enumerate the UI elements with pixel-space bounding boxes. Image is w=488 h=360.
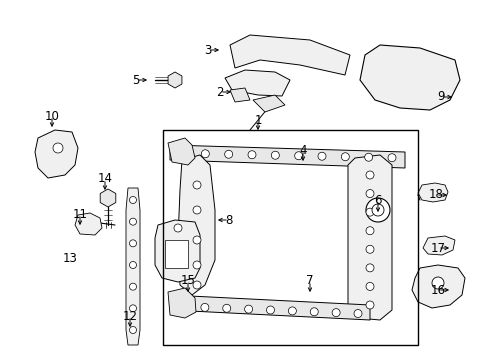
Circle shape — [224, 150, 232, 158]
Text: 2: 2 — [216, 85, 224, 99]
Text: 1: 1 — [254, 113, 261, 126]
Polygon shape — [422, 236, 454, 255]
Circle shape — [201, 303, 208, 311]
Circle shape — [193, 236, 201, 244]
Text: 14: 14 — [97, 172, 112, 185]
Circle shape — [53, 143, 63, 153]
Circle shape — [244, 305, 252, 313]
Circle shape — [193, 206, 201, 214]
Text: 18: 18 — [427, 189, 443, 202]
Polygon shape — [100, 189, 116, 207]
Polygon shape — [164, 240, 187, 268]
Circle shape — [178, 149, 185, 157]
Circle shape — [365, 227, 373, 235]
Polygon shape — [170, 145, 404, 168]
Text: 9: 9 — [436, 90, 444, 104]
Polygon shape — [178, 155, 215, 295]
Circle shape — [365, 245, 373, 253]
Text: 11: 11 — [72, 207, 87, 220]
Polygon shape — [347, 155, 391, 320]
Circle shape — [247, 151, 256, 159]
Polygon shape — [126, 188, 140, 345]
Circle shape — [341, 153, 348, 161]
Circle shape — [129, 197, 136, 203]
Circle shape — [129, 305, 136, 312]
Circle shape — [288, 307, 296, 315]
Polygon shape — [229, 35, 349, 75]
Polygon shape — [417, 183, 447, 202]
Circle shape — [365, 301, 373, 309]
Circle shape — [365, 264, 373, 272]
Circle shape — [365, 190, 373, 198]
Polygon shape — [359, 45, 459, 110]
Circle shape — [223, 304, 230, 312]
Circle shape — [129, 283, 136, 290]
Polygon shape — [168, 138, 195, 165]
Circle shape — [365, 208, 373, 216]
Text: 8: 8 — [225, 213, 232, 226]
Circle shape — [431, 277, 443, 289]
Circle shape — [129, 261, 136, 269]
Text: 12: 12 — [122, 310, 137, 323]
Circle shape — [129, 240, 136, 247]
Circle shape — [294, 152, 302, 160]
Polygon shape — [252, 95, 285, 112]
Circle shape — [129, 327, 136, 333]
Polygon shape — [229, 88, 249, 102]
Circle shape — [317, 152, 325, 160]
Circle shape — [365, 283, 373, 291]
Circle shape — [309, 308, 318, 316]
Polygon shape — [35, 130, 78, 178]
Circle shape — [193, 181, 201, 189]
Polygon shape — [224, 70, 289, 96]
Polygon shape — [411, 265, 464, 308]
Circle shape — [174, 224, 182, 232]
Circle shape — [193, 281, 201, 289]
Circle shape — [179, 302, 186, 311]
Circle shape — [364, 153, 372, 161]
Text: 4: 4 — [299, 144, 306, 157]
Circle shape — [201, 150, 209, 158]
Text: 3: 3 — [204, 44, 211, 57]
Circle shape — [365, 198, 389, 222]
Circle shape — [266, 306, 274, 314]
Polygon shape — [168, 72, 182, 88]
Circle shape — [271, 151, 279, 159]
Text: 6: 6 — [373, 194, 381, 207]
Circle shape — [387, 154, 395, 162]
Text: 16: 16 — [429, 284, 445, 297]
Text: 10: 10 — [44, 109, 60, 122]
Polygon shape — [75, 213, 102, 235]
Circle shape — [371, 204, 383, 216]
Circle shape — [129, 218, 136, 225]
Text: 15: 15 — [180, 274, 195, 288]
Circle shape — [331, 309, 340, 317]
Text: 7: 7 — [305, 274, 313, 288]
Text: 5: 5 — [132, 73, 140, 86]
Polygon shape — [168, 288, 196, 318]
Circle shape — [365, 171, 373, 179]
Polygon shape — [170, 295, 369, 320]
Circle shape — [193, 261, 201, 269]
Circle shape — [353, 310, 361, 318]
Text: 13: 13 — [62, 252, 77, 265]
Polygon shape — [155, 220, 200, 282]
Text: 17: 17 — [429, 242, 445, 255]
Bar — [163, 130, 417, 345]
